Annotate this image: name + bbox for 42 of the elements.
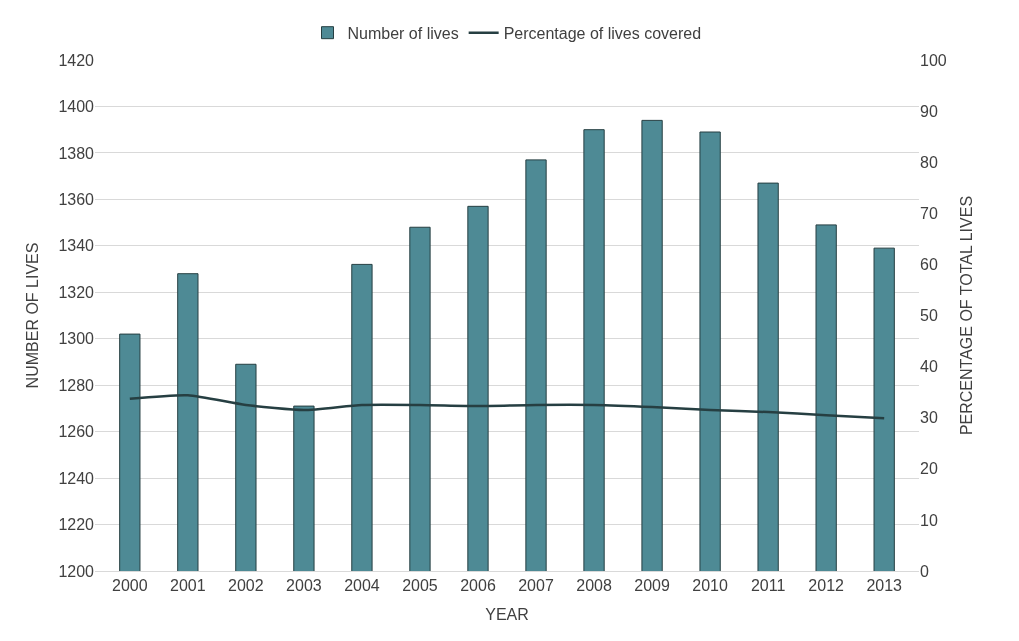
x-tick-label: 2008	[576, 577, 612, 595]
x-tick-label: 2007	[518, 577, 554, 595]
y-tick-label: 1240	[58, 469, 95, 487]
x-tick-label: 2013	[866, 577, 903, 595]
y2-tick-label: 80	[920, 153, 938, 171]
y-tick-label: 1200	[58, 562, 95, 580]
y2-axis-title: PERCENTAGE OF TOTAL LIVES	[958, 195, 976, 436]
x-tick-label: 2009	[634, 577, 670, 595]
y-tick-label: 1300	[58, 330, 95, 348]
x-tick-label: 2004	[344, 577, 380, 595]
y2-tick-label: 100	[920, 51, 947, 69]
y-tick-label: 1340	[58, 237, 95, 255]
x-tick-label: 2011	[750, 577, 786, 595]
y-tick-label: 1320	[58, 283, 95, 301]
y2-tick-label: 30	[920, 409, 938, 427]
x-tick-label: 2002	[228, 577, 264, 595]
y2-tick-label: 60	[920, 256, 938, 273]
x-tick-label: 2012	[808, 577, 845, 595]
y2-tick-label: 20	[920, 460, 938, 478]
y2-tick-label: 70	[920, 204, 938, 222]
y-tick-label: 1380	[58, 144, 95, 162]
y-tick-label: 1260	[58, 423, 95, 441]
x-tick-label: 2000	[112, 577, 148, 595]
x-tick-label: 2006	[460, 577, 496, 595]
y2-tick-label: 0	[920, 562, 929, 580]
y-tick-label: 1220	[58, 516, 95, 534]
y-tick-label: 1420	[58, 51, 95, 69]
y-tick-label: 1400	[58, 98, 95, 116]
legend-label: Percentage of lives covered	[503, 24, 702, 42]
y2-tick-label: 50	[920, 307, 938, 325]
y-tick-label: 1360	[58, 190, 95, 208]
x-tick-label: 2010	[692, 577, 728, 595]
x-tick-label: 2001	[170, 577, 206, 595]
x-tick-label: 2005	[402, 577, 438, 595]
y2-tick-label: 90	[920, 102, 938, 120]
x-tick-label: 2003	[286, 577, 322, 595]
x-axis-title: YEAR	[485, 605, 529, 623]
y2-tick-label: 40	[920, 358, 938, 376]
y-axis-title: NUMBER OF LIVES	[24, 242, 42, 389]
legend-label: Number of lives	[347, 24, 459, 42]
y2-tick-label: 10	[920, 511, 938, 529]
y-tick-label: 1280	[58, 376, 95, 394]
